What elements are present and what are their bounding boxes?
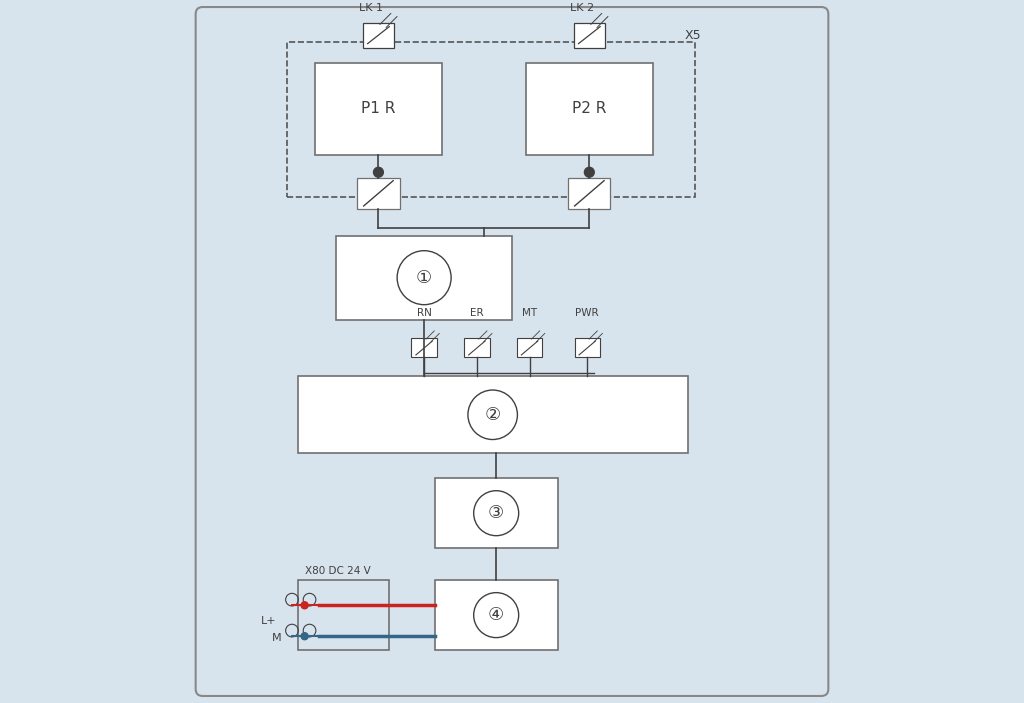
Bar (464, 339, 489, 357)
Bar (526, 63, 652, 155)
Bar (568, 177, 610, 209)
Bar (434, 580, 558, 650)
Text: RN: RN (417, 309, 431, 318)
Circle shape (374, 167, 383, 177)
Text: P2 R: P2 R (572, 101, 606, 117)
FancyBboxPatch shape (196, 7, 828, 696)
Bar (573, 22, 605, 48)
Text: MT: MT (522, 309, 538, 318)
Bar (434, 478, 558, 548)
Circle shape (585, 167, 594, 177)
Text: ③: ③ (488, 504, 504, 522)
Text: PWR: PWR (575, 309, 599, 318)
Bar (362, 22, 394, 48)
Text: P1 R: P1 R (361, 101, 395, 117)
Bar (357, 177, 399, 209)
Text: L+: L+ (261, 617, 276, 626)
Bar (574, 339, 600, 357)
Text: LK 2: LK 2 (570, 3, 594, 13)
Text: M: M (271, 633, 282, 643)
Text: X5: X5 (684, 30, 700, 42)
Bar (412, 339, 437, 357)
Text: ②: ② (484, 406, 501, 424)
Circle shape (301, 633, 308, 640)
Text: ①: ① (416, 269, 432, 287)
Text: ④: ④ (488, 606, 504, 624)
Bar (336, 236, 512, 320)
Bar (287, 42, 694, 197)
Bar (517, 339, 543, 357)
Bar (298, 376, 688, 453)
Bar (298, 580, 389, 650)
Text: X80 DC 24 V: X80 DC 24 V (304, 567, 371, 576)
Text: ER: ER (470, 309, 483, 318)
Text: LK 1: LK 1 (359, 3, 383, 13)
Bar (315, 63, 441, 155)
Circle shape (301, 602, 308, 609)
